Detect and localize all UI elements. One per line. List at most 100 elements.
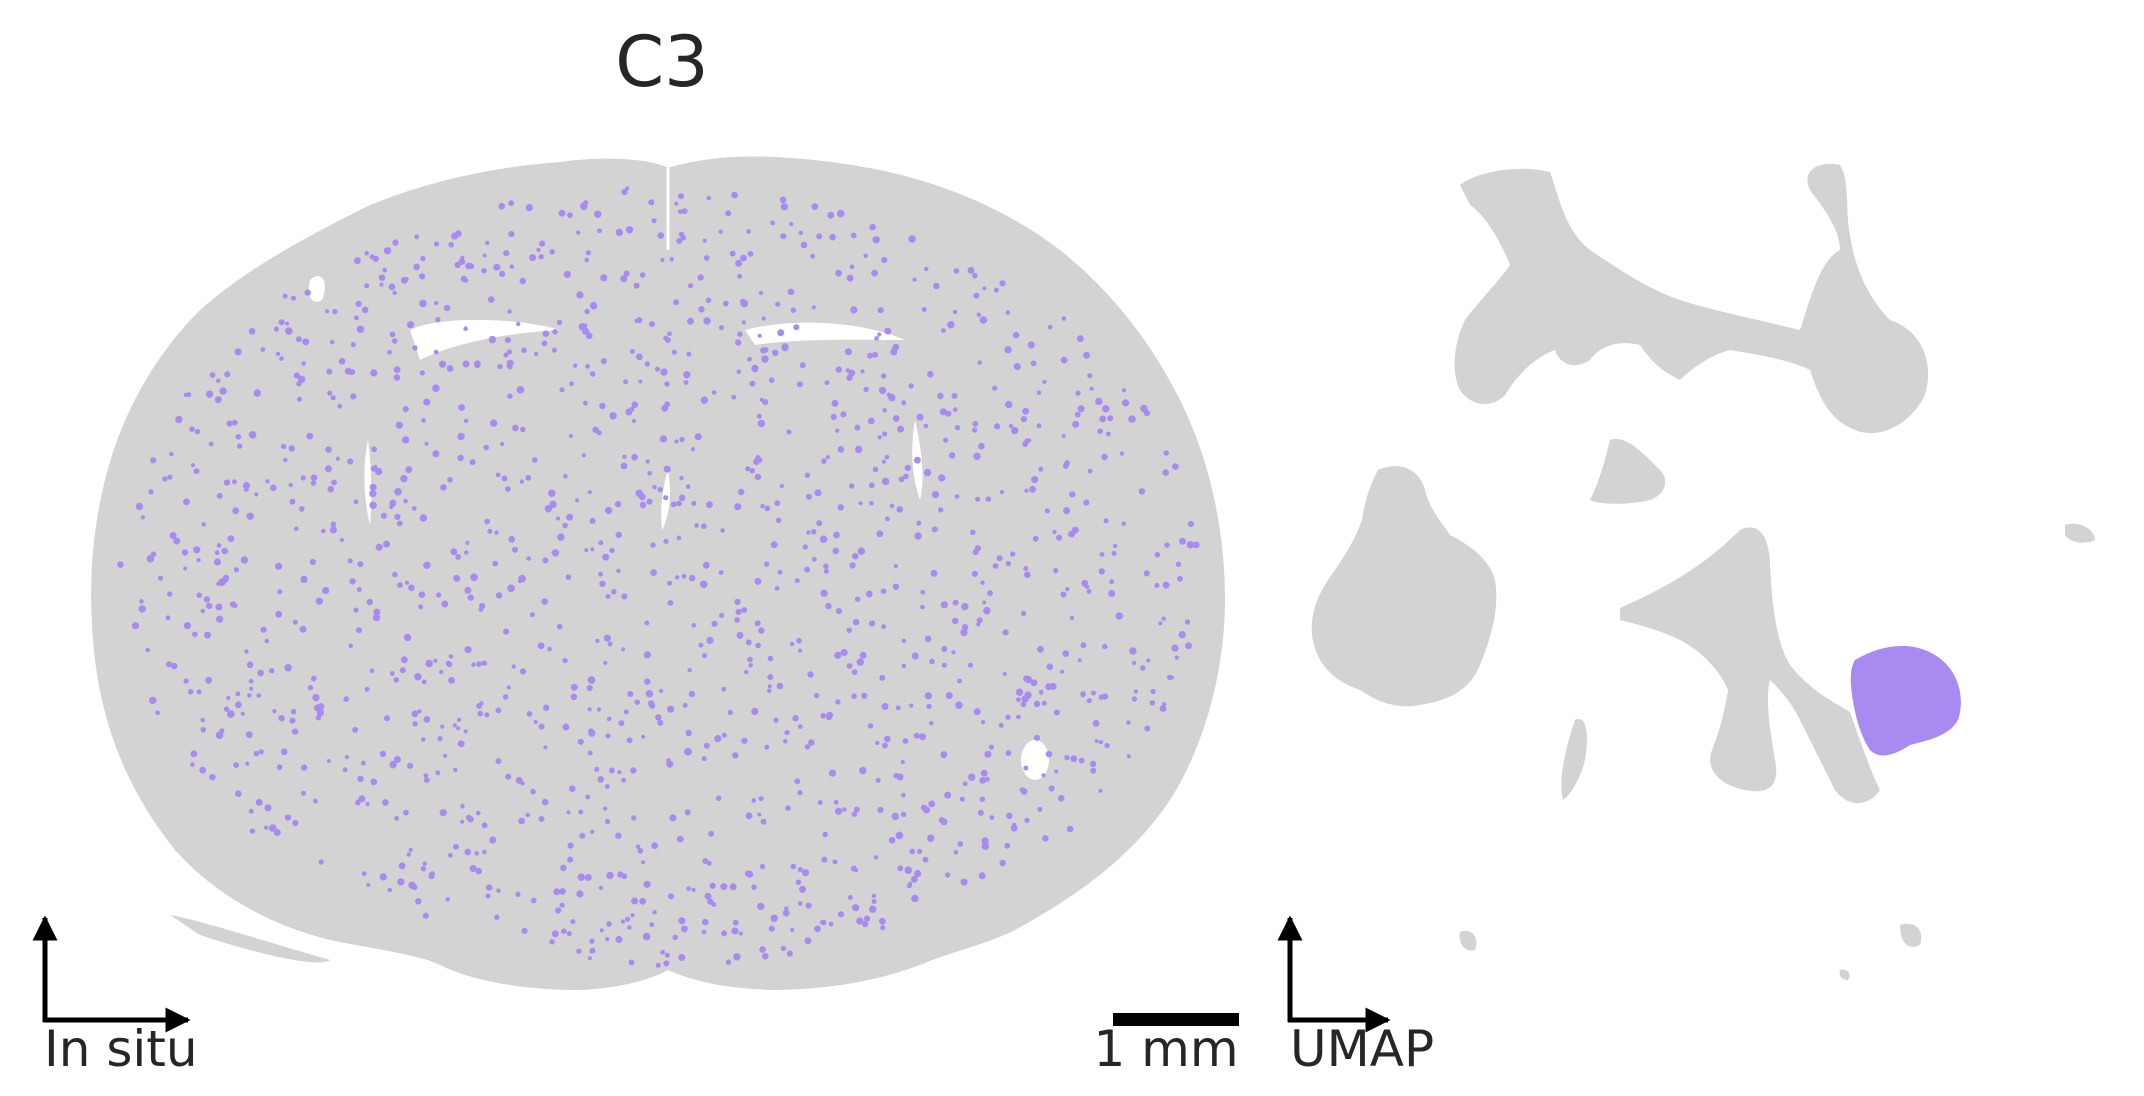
highlighted-cell: [984, 750, 992, 758]
umap-cluster-bottom-left: [1459, 930, 1477, 951]
highlighted-cell: [703, 255, 710, 261]
highlighted-cell: [640, 860, 646, 865]
highlighted-cell: [216, 543, 222, 548]
highlighted-cell: [909, 703, 914, 708]
highlighted-cell: [232, 479, 237, 485]
highlighted-cell: [833, 531, 840, 539]
highlighted-cell: [853, 806, 860, 813]
highlighted-cell: [419, 273, 426, 280]
highlighted-cell: [927, 834, 935, 842]
highlighted-cell: [868, 482, 875, 489]
highlighted-cell: [344, 755, 349, 760]
highlighted-cell: [458, 404, 465, 411]
highlighted-cell: [348, 643, 354, 649]
highlighted-cell: [623, 709, 629, 715]
highlighted-cell: [1106, 431, 1111, 437]
highlighted-cell: [663, 538, 669, 544]
highlighted-cell: [859, 766, 867, 775]
highlighted-cell: [517, 578, 523, 584]
highlighted-cell: [830, 413, 837, 420]
highlighted-cell: [1060, 591, 1067, 598]
highlighted-cell: [288, 445, 295, 452]
highlighted-cell: [1030, 679, 1038, 687]
highlighted-cell: [589, 938, 595, 944]
highlighted-cell: [828, 921, 834, 927]
highlighted-cell: [1021, 610, 1027, 617]
highlighted-cell: [855, 445, 863, 454]
highlighted-cell: [757, 457, 763, 463]
highlighted-cell: [962, 781, 968, 787]
highlighted-cell: [706, 195, 712, 201]
highlighted-cell: [418, 604, 424, 610]
highlighted-cell: [352, 726, 359, 733]
highlighted-cell: [605, 818, 611, 825]
highlighted-cell: [187, 688, 194, 695]
highlighted-cell: [972, 421, 979, 427]
highlighted-cell: [920, 604, 925, 610]
highlighted-cell: [770, 914, 778, 922]
highlighted-cell: [961, 624, 969, 631]
highlighted-cell: [851, 669, 858, 675]
highlighted-cell: [872, 466, 879, 473]
highlighted-cell: [481, 822, 488, 829]
highlighted-cell: [919, 733, 926, 741]
highlighted-cell: [616, 568, 621, 574]
highlighted-cell: [542, 330, 550, 338]
highlighted-cell: [747, 656, 753, 663]
highlighted-cell: [849, 483, 855, 489]
highlighted-cell: [835, 699, 841, 705]
highlighted-cell: [624, 916, 631, 922]
highlighted-cell: [494, 530, 499, 535]
highlighted-cell: [284, 663, 292, 672]
highlighted-cell: [327, 485, 335, 493]
highlighted-cell: [454, 230, 462, 238]
highlighted-cell: [734, 598, 741, 606]
highlighted-cell: [684, 747, 692, 756]
highlighted-cell: [383, 540, 391, 548]
highlighted-cell: [464, 586, 472, 594]
highlighted-cell: [846, 663, 853, 669]
highlighted-cell: [777, 569, 783, 575]
highlighted-cell: [553, 888, 561, 896]
highlighted-cell: [816, 233, 823, 240]
highlighted-cell: [291, 728, 299, 735]
highlighted-cell: [586, 684, 593, 692]
highlighted-cell: [821, 458, 827, 464]
highlighted-cell: [1041, 773, 1046, 778]
highlighted-cell: [464, 550, 469, 555]
highlighted-cell: [1053, 709, 1060, 716]
highlighted-cell: [200, 727, 206, 733]
highlighted-cell: [150, 457, 157, 464]
highlighted-cell: [875, 740, 880, 746]
highlighted-cell: [588, 729, 596, 737]
highlighted-cell: [804, 744, 811, 750]
highlighted-cell: [941, 328, 946, 333]
highlighted-cell: [650, 569, 657, 576]
highlighted-cell: [598, 540, 604, 546]
highlighted-cell: [567, 212, 573, 219]
highlighted-cell: [502, 694, 509, 700]
highlighted-cell: [441, 600, 449, 608]
umap-cluster-far-right: [2065, 523, 2095, 543]
highlighted-cell: [543, 745, 548, 750]
highlighted-cell: [433, 349, 439, 355]
highlighted-cell: [244, 649, 249, 654]
highlighted-cell: [770, 541, 778, 549]
highlighted-cell: [748, 663, 753, 668]
highlighted-cell: [389, 331, 396, 338]
highlighted-cell: [767, 655, 774, 662]
highlighted-cell: [647, 471, 652, 476]
highlighted-cell: [924, 692, 933, 700]
highlighted-cell: [583, 400, 588, 406]
highlighted-cell: [663, 465, 671, 473]
highlighted-cell: [802, 544, 808, 550]
highlighted-cell: [757, 812, 762, 817]
highlighted-cell: [474, 360, 481, 368]
highlighted-cell: [1029, 485, 1036, 493]
highlighted-cell: [162, 476, 168, 482]
highlighted-cell: [631, 453, 638, 461]
highlighted-cell: [549, 249, 555, 255]
highlighted-cell: [508, 365, 513, 370]
highlighted-cell: [980, 580, 985, 585]
highlighted-cell: [283, 457, 288, 463]
